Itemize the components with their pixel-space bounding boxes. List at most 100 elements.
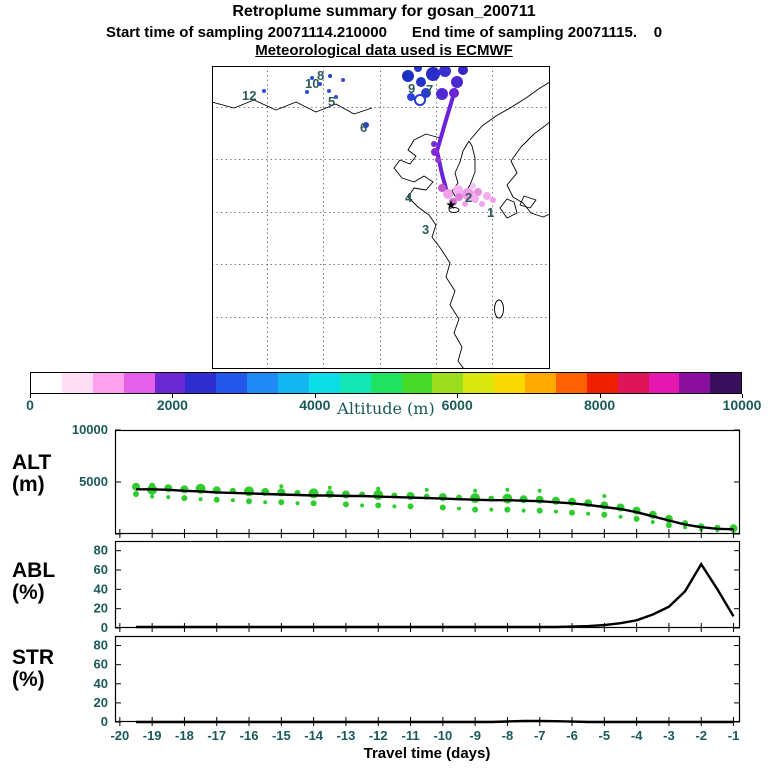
colorbar-tick-label: 6000 (441, 397, 473, 413)
colorbar-tick-mark (599, 394, 601, 398)
xtick-label: -14 (304, 728, 324, 743)
figure-title: Retroplume summary for gosan_200711 (232, 3, 536, 20)
xtick-label: -9 (469, 728, 481, 743)
scatter-dot (150, 494, 155, 499)
plume-dot (262, 89, 266, 93)
ytick-label: 60 (94, 657, 108, 672)
altitude-colorbar: 0 2000 4000 6000 8000 10000 Altitude (m) (26, 372, 761, 420)
colorbar-title: Altitude (m) (337, 399, 435, 418)
ytick-label: 0 (101, 620, 108, 635)
day-label: 5 (328, 94, 335, 109)
colorbar-segment (185, 373, 217, 393)
plume-dot (431, 141, 437, 147)
day-label: 7 (426, 82, 433, 97)
plume-dot (334, 95, 338, 99)
colorbar-segment (154, 373, 186, 393)
scatter-dot (327, 485, 332, 490)
ytick-label: 80 (94, 638, 108, 653)
colorbar-segment (463, 373, 495, 393)
trajectory-line (435, 88, 457, 198)
xtick-label: -1 (728, 728, 740, 743)
xtick-label: -12 (369, 728, 388, 743)
colorbar-segment (432, 373, 464, 393)
coast-china (393, 133, 465, 369)
abl-axis-label-line2: (%) (12, 581, 45, 604)
colorbar-segment (123, 373, 155, 393)
scatter-dot (472, 506, 479, 513)
x-axis-title: Travel time (days) (364, 745, 491, 762)
xtick-label: -10 (433, 728, 452, 743)
ytick-label: 0 (101, 714, 108, 729)
receptor-star (446, 200, 456, 209)
xtick-label: -18 (175, 728, 194, 743)
panel-frame (114, 635, 741, 723)
plume-dot (402, 70, 414, 82)
scatter-dot (502, 493, 513, 504)
scatter-dot (373, 490, 384, 500)
day-label: 8 (317, 68, 324, 83)
plume-dot (471, 195, 479, 203)
day-label: 4 (405, 190, 413, 205)
colorbar-segment (525, 373, 556, 393)
map-gridlines (212, 66, 550, 369)
scatter-dot (360, 503, 365, 508)
scatter-dot (424, 487, 429, 492)
plume-dot (453, 185, 463, 195)
plume-dot (318, 82, 322, 86)
xtick-label: -19 (143, 728, 162, 743)
scatter-dot (504, 506, 511, 513)
scatter-dot (392, 504, 397, 509)
plume-dot (407, 93, 415, 101)
plume-dot (438, 184, 446, 192)
colorbar-segment (586, 373, 618, 393)
plume-dot (462, 188, 474, 200)
xtick-label: -2 (695, 728, 707, 743)
plume-dot (474, 188, 482, 196)
sampling-times-line: Start time of sampling 20071114.210000 E… (105, 24, 663, 41)
scatter-dot (602, 494, 607, 498)
scatter-dot (198, 497, 203, 502)
scatter-dot (665, 522, 672, 529)
scatter-dot (181, 495, 188, 502)
colorbar-tick-mark (30, 394, 31, 398)
plume-dot (479, 201, 485, 207)
scatter-dot (470, 493, 481, 504)
x-axis: -20 -19 -18 -17 -16 -15 -14 -13 -12 -11 -10 -9 -8 -7 -… (110, 728, 739, 762)
alt-axis-label-line1: ALT (12, 451, 52, 474)
scatter-dot (683, 525, 688, 530)
colorbar-tick-label: 4000 (299, 397, 331, 413)
colorbar-segment (31, 373, 62, 393)
scatter-dot (650, 520, 655, 524)
scatter-dot (325, 490, 334, 498)
xtick-label: -15 (272, 728, 291, 743)
scatter-dot (166, 495, 171, 500)
xtick-label: -4 (631, 728, 643, 743)
scatter-dot (618, 514, 623, 519)
coast-jeju (448, 207, 460, 213)
colorbar-segment (308, 373, 340, 393)
colorbar-segment (61, 373, 93, 393)
alt-line (136, 488, 734, 531)
plume-dot (305, 90, 309, 94)
colorbar-tick-label: 10000 (722, 397, 762, 413)
colorbar-segment (679, 373, 711, 393)
scatter-dot (537, 488, 542, 493)
panel-frame (114, 540, 741, 629)
colorbar-segment (278, 373, 309, 393)
day-label: 1 (487, 205, 494, 220)
day-label: 12 (242, 88, 256, 103)
ytick-label: 60 (94, 562, 108, 577)
scatter-dot (295, 501, 300, 506)
plume-dot (451, 76, 463, 88)
ytick-label: 80 (94, 543, 108, 558)
plume-dot (416, 77, 426, 87)
plume-dot (470, 183, 476, 189)
ytick-label: 5000 (79, 474, 108, 489)
plume-dot (310, 76, 314, 80)
colorbar-segment (710, 373, 742, 393)
scatter-dot (633, 515, 640, 522)
abl-line (136, 561, 735, 629)
